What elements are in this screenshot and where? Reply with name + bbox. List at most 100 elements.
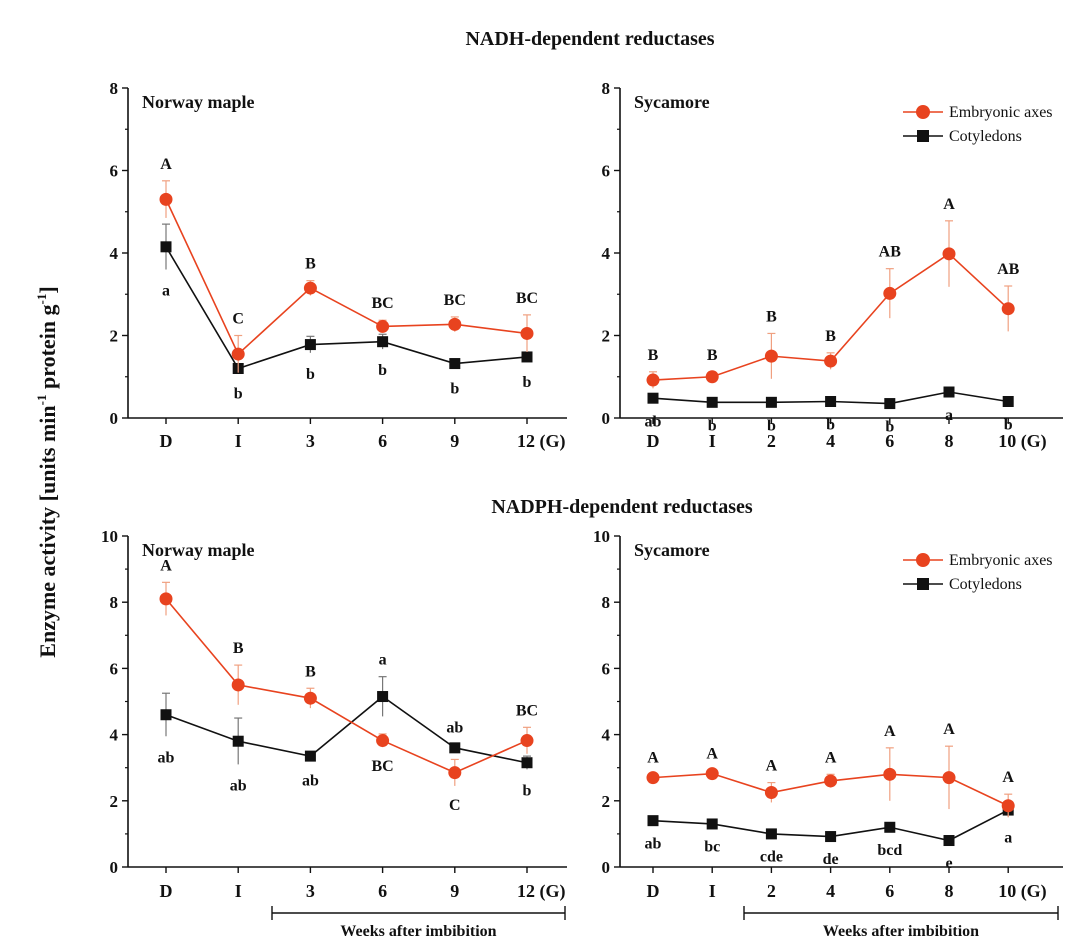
data-point-embryonic-axes [824,354,838,368]
data-point-embryonic-axes [1001,799,1015,813]
chart-panel: Sycamore 0 2 4 6 8 10 D I 2 4 6 8 10 (G) Weeks after i… [593,527,1063,940]
significance-label-embryonic-axes: A [706,745,718,762]
x-tick-label: I [709,881,716,901]
data-point-embryonic-axes [376,319,390,333]
y-tick-label: 6 [602,162,611,181]
series-line [165,246,528,370]
legend-marker-embryonic-axes [916,553,930,567]
y-tick-label: 10 [593,527,610,546]
significance-label-cotyledons: a [379,652,387,669]
data-point-cotyledons [160,241,172,253]
data-point-embryonic-axes [824,774,838,788]
significance-label-embryonic-axes: BC [516,702,538,719]
data-point-cotyledons [825,831,837,843]
data-point-cotyledons [647,815,659,827]
data-point-embryonic-axes [764,786,778,800]
significance-label-cotyledons: ab [230,777,247,794]
legend-label: Embryonic axes [949,104,1053,121]
y-tick-label: 2 [602,327,611,346]
data-point-cotyledons [706,818,718,830]
y-tick-label: 8 [110,79,119,98]
y-tick-label: 2 [110,327,119,346]
significance-label-cotyledons: e [945,855,952,872]
x-tick-label: I [235,431,242,451]
chart-panel: NADPH-dependent reductases Norway maple 0 2… [101,496,753,940]
y-tick-label: 0 [110,409,119,428]
significance-label-cotyledons: a [945,407,953,424]
x-tick-label: D [160,431,173,451]
x-tick-label: D [160,881,173,901]
significance-label-cotyledons: ab [645,835,662,852]
significance-label-embryonic-axes: A [884,723,896,740]
data-point-embryonic-axes [303,691,317,705]
legend: Embryonic axes Cotyledons [903,104,1053,145]
x-tick-label: 4 [826,881,835,901]
significance-label-embryonic-axes: B [305,256,316,273]
significance-label-embryonic-axes: BC [516,290,538,307]
data-point-embryonic-axes [231,678,245,692]
weeks-label: Weeks after imbibition [823,923,979,940]
significance-label-embryonic-axes: B [648,347,659,364]
x-tick-label: 6 [885,881,894,901]
data-point-embryonic-axes [448,317,462,331]
x-tick-label: 8 [945,431,954,451]
x-tick-label: 2 [767,431,776,451]
data-point-embryonic-axes [231,347,245,361]
data-point-cotyledons [304,339,316,351]
data-point-cotyledons [706,396,718,408]
legend-label: Cotyledons [949,128,1022,145]
significance-label-cotyledons: b [378,362,387,379]
x-tick-label: 8 [945,881,954,901]
data-point-embryonic-axes [883,286,897,300]
legend: Embryonic axes Cotyledons [903,552,1053,593]
y-tick-label: 4 [110,726,119,745]
significance-label-embryonic-axes: B [305,663,316,680]
x-tick-label: 6 [378,881,387,901]
significance-label-embryonic-axes: B [707,347,718,364]
y-tick-label: 8 [602,79,611,98]
y-tick-label: 2 [110,792,119,811]
legend-label: Embryonic axes [949,552,1053,569]
data-point-embryonic-axes [705,370,719,384]
data-point-cotyledons [765,396,777,408]
legend-marker-cotyledons [917,578,929,590]
y-tick-label: 6 [110,162,119,181]
significance-label-cotyledons: b [826,417,835,434]
significance-label-embryonic-axes: A [1002,769,1014,786]
data-point-embryonic-axes [448,766,462,780]
data-point-embryonic-axes [883,767,897,781]
significance-label-embryonic-axes: B [825,328,836,345]
panel-title: Sycamore [634,540,710,560]
panel-title: Sycamore [634,92,710,112]
x-tick-label: I [235,881,242,901]
legend-label: Cotyledons [949,576,1022,593]
data-point-cotyledons [160,709,172,721]
significance-label-cotyledons: b [450,381,459,398]
data-point-cotyledons [304,750,316,762]
significance-label-cotyledons: b [306,366,315,383]
significance-label-embryonic-axes: BC [371,295,393,312]
data-point-embryonic-axes [159,592,173,606]
y-tick-label: 8 [110,593,119,612]
series-line [165,598,528,774]
significance-label-embryonic-axes: A [647,749,659,766]
series-line [165,695,528,764]
y-tick-label: 0 [602,858,611,877]
data-point-cotyledons [765,828,777,840]
data-point-cotyledons [521,351,533,363]
data-point-embryonic-axes [705,767,719,781]
panel-title: Norway maple [142,92,254,112]
significance-label-cotyledons: b [885,419,894,436]
significance-label-cotyledons: de [823,851,839,868]
significance-label-cotyledons: cde [760,849,783,866]
y-tick-label: 0 [110,858,119,877]
legend-marker-cotyledons [917,130,929,142]
panel-title: Norway maple [142,540,254,560]
data-point-cotyledons [377,336,389,348]
significance-label-embryonic-axes: C [449,797,461,814]
significance-label-cotyledons: a [162,283,170,300]
y-tick-label: 4 [602,244,611,263]
legend-marker-embryonic-axes [916,105,930,119]
significance-label-embryonic-axes: C [232,311,244,328]
data-point-cotyledons [884,398,896,410]
